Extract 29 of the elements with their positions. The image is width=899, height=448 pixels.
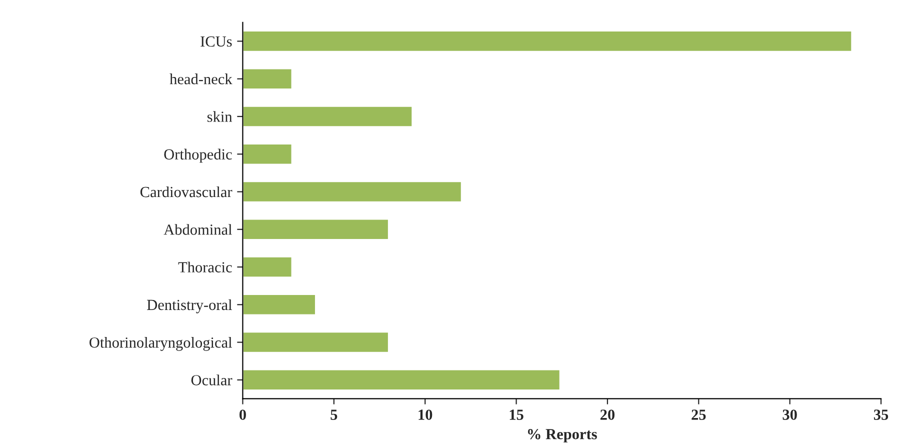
y-tick-label: ICUs xyxy=(200,36,232,47)
x-tick-label: 35 xyxy=(874,410,888,420)
bar xyxy=(242,105,414,128)
x-tick-label: 5 xyxy=(330,410,338,420)
y-tick-label: Cardiovascular xyxy=(140,186,232,198)
y-tick-label: Abdominal xyxy=(164,224,232,235)
x-tick-label: 20 xyxy=(600,410,615,420)
y-tick-label: head-neck xyxy=(170,74,232,84)
y-tick-label: Orthopedic xyxy=(164,148,232,163)
x-tick-label: 10 xyxy=(418,410,432,420)
bar xyxy=(242,218,390,240)
bar xyxy=(242,30,853,52)
x-tick-label: 30 xyxy=(782,410,797,420)
bar xyxy=(242,294,316,316)
y-tick-label: Thoracic xyxy=(178,262,232,272)
y-tick-label: Othorinolaryngological xyxy=(90,336,232,351)
x-tick-label: 15 xyxy=(510,410,524,420)
x-axis-title: % Reports xyxy=(528,428,597,442)
bar xyxy=(242,331,390,354)
bar xyxy=(242,180,462,203)
x-tick-label: 0 xyxy=(239,410,246,420)
bar xyxy=(242,256,293,278)
bar xyxy=(242,68,293,90)
bar xyxy=(242,368,561,391)
y-tick-label: Ocular xyxy=(191,374,232,386)
x-tick-label: 25 xyxy=(692,410,706,420)
y-tick-label: Dentistry-oral xyxy=(147,299,232,314)
bar xyxy=(242,143,293,166)
y-tick-label: skin xyxy=(207,111,232,122)
